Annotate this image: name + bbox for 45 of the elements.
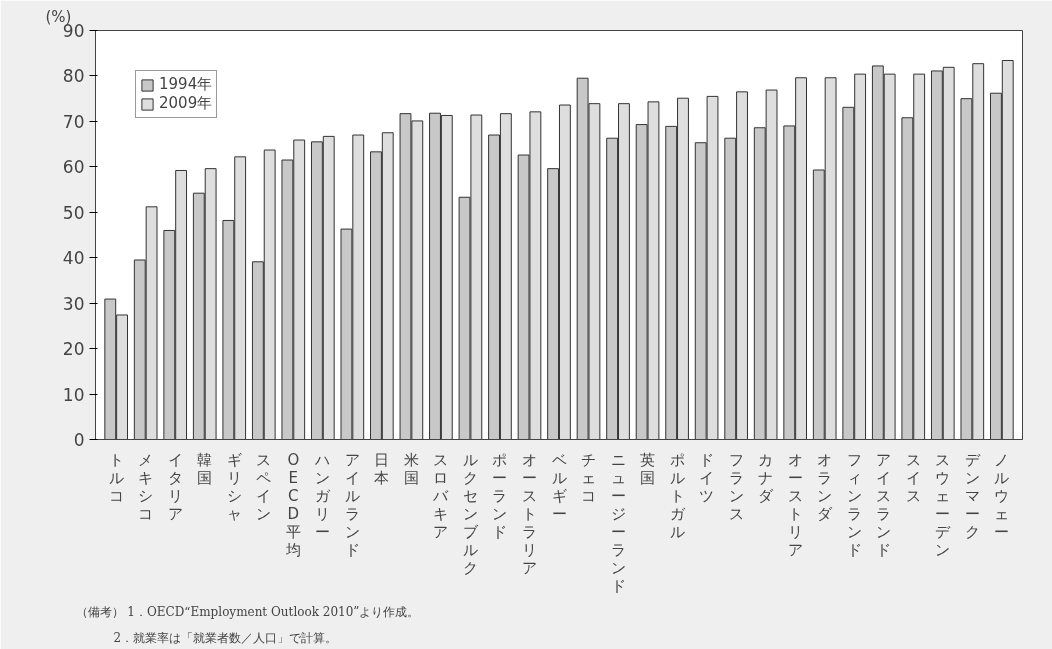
x-tick-label: ルクセンブルク — [462, 450, 479, 577]
y-tick-label: 10 — [62, 384, 85, 405]
x-tick-label: イタリア — [167, 450, 183, 523]
x-tick-label: チェコ — [581, 450, 597, 505]
x-tick-label: ハンガリー — [314, 450, 332, 541]
y-tick-label: 30 — [62, 293, 85, 314]
x-tick-label: スペイン — [256, 450, 272, 523]
x-tick-label: アイルランド — [344, 450, 360, 559]
y-tick-label: 40 — [62, 248, 85, 269]
y-tick-label: 70 — [62, 111, 85, 132]
y-axis-title: (%) — [45, 7, 72, 26]
x-tick-label: オーストラリア — [521, 450, 537, 577]
y-tick-label: 0 — [73, 430, 85, 450]
x-tick-label: スイス — [905, 450, 921, 505]
x-tick-label: アイスランド — [876, 450, 892, 559]
x-tick-label: 韓国 — [197, 450, 213, 487]
x-tick-label: ドイツ — [699, 450, 715, 505]
x-tick-label: フィンランド — [846, 450, 862, 559]
x-tick-label: ギリシャ — [226, 450, 242, 523]
x-tick-label: オランダ — [817, 450, 834, 523]
y-tick-label: 60 — [62, 157, 85, 178]
y-tick-label: 20 — [62, 339, 85, 360]
x-tick-label: ベルギー — [551, 450, 567, 523]
x-tick-label: デンマーク — [964, 450, 981, 541]
x-tick-label: ポーランド — [492, 450, 508, 541]
text: （備考） 1．OECD“Employment Outlook 2010”より作成。 — [75, 604, 420, 619]
legend-label: 2009年 — [159, 94, 213, 113]
x-tick-label: ポルトガル — [669, 450, 686, 541]
x-tick-label: ニュージーランド — [610, 450, 626, 595]
x-tick-label: OECD平均 — [284, 450, 301, 559]
x-tick-label: カナダ — [758, 450, 775, 505]
x-tick-label: フランス — [728, 450, 744, 523]
y-tick-label: 80 — [62, 66, 85, 87]
text: 2．就業率は「就業者数／人口」で計算。 — [113, 630, 338, 645]
legend-label: 1994年 — [159, 75, 213, 94]
x-tick-label: 英国 — [640, 450, 656, 487]
x-tick-label: トルコ — [108, 450, 124, 505]
x-tick-label: 日本 — [374, 450, 390, 487]
x-tick-label: オーストリア — [787, 450, 803, 559]
x-tick-label: スロバキア — [432, 450, 450, 541]
x-tick-label: 米国 — [403, 450, 419, 487]
y-tick-label: 50 — [62, 202, 85, 223]
x-tick-label: ノルウェー — [994, 450, 1010, 541]
x-tick-label: スウェーデン — [935, 450, 952, 559]
x-tick-label: メキシコ — [138, 450, 154, 523]
